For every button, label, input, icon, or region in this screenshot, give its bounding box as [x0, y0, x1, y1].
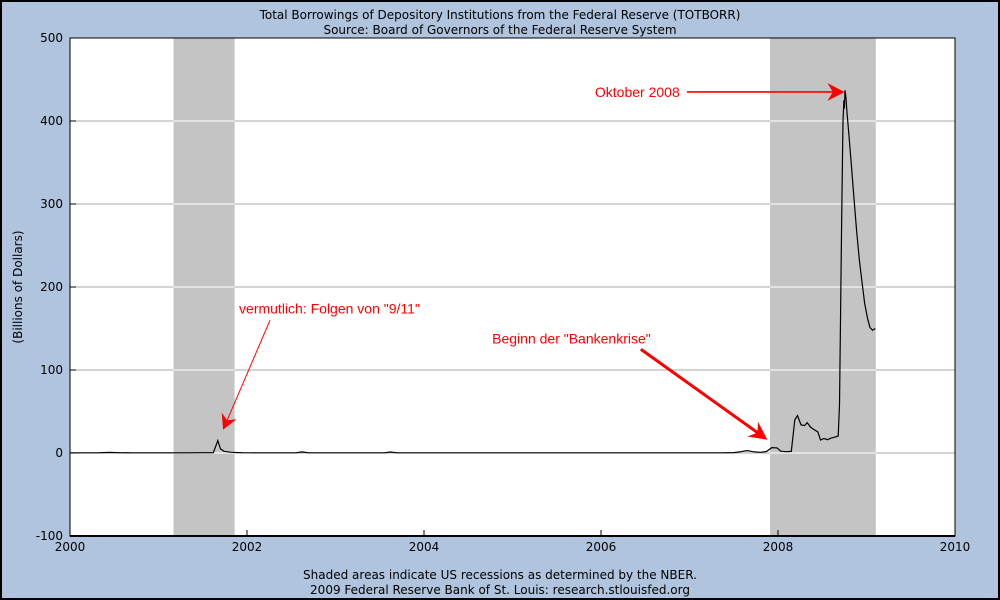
chart-subtitle: Source: Board of Governors of the Federa… — [323, 23, 677, 37]
x-tick-label: 2000 — [55, 540, 86, 554]
footer-attribution: 2009 Federal Reserve Bank of St. Louis: … — [310, 583, 690, 597]
chart-title: Total Borrowings of Depository Instituti… — [259, 8, 741, 22]
y-tick-label: 100 — [40, 363, 63, 377]
y-tick-label: 300 — [40, 197, 63, 211]
x-tick-label: 2010 — [940, 540, 971, 554]
data-line — [70, 90, 876, 454]
annotation-arrow-head-oktober-2008 — [827, 83, 845, 101]
annotation-arrow-head-beginn-der-bankenkrise — [747, 421, 768, 440]
annotation-text-beginn-der-bankenkrise: Beginn der "Bankenkrise" — [492, 330, 651, 346]
annotation-text-oktober-2008: Oktober 2008 — [595, 84, 680, 100]
y-tick-label: 200 — [40, 280, 63, 294]
y-tick-label: 500 — [40, 31, 63, 45]
x-tick-label: 2006 — [586, 540, 617, 554]
annotation-arrow-shaft-folgen-von-911 — [226, 320, 271, 422]
y-tick-label: -100 — [36, 529, 63, 543]
x-tick-label: 2004 — [409, 540, 440, 554]
footer-recession-note: Shaded areas indicate US recessions as d… — [303, 568, 697, 582]
y-tick-label: 400 — [40, 114, 63, 128]
annotation-arrow-head-folgen-von-911 — [221, 412, 237, 430]
annotation-arrow-shaft-beginn-der-bankenkrise — [639, 348, 760, 435]
x-tick-label: 2002 — [232, 540, 263, 554]
x-tick-label: 2008 — [763, 540, 794, 554]
annotation-text-folgen-von-911: vermutlich: Folgen von "9/11" — [239, 301, 420, 317]
y-tick-label: 0 — [55, 446, 63, 460]
